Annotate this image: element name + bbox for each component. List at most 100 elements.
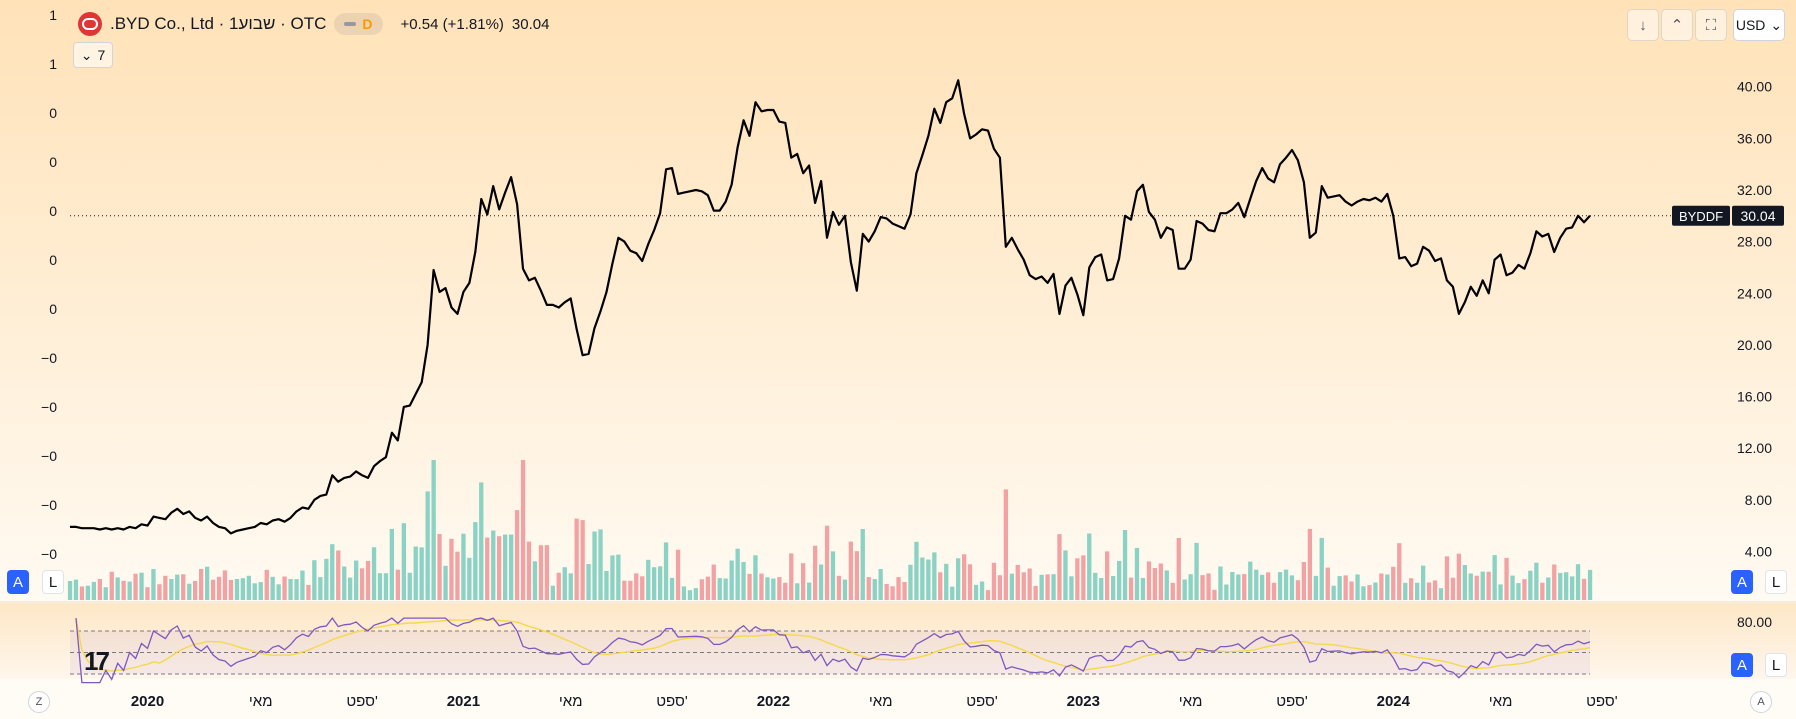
price-layer [70,79,1672,535]
left-scale-tick-label: 0 [49,252,57,268]
volume-bar [1111,576,1116,600]
indicators-toggle-button[interactable]: ⌄ 7 [73,42,113,68]
rsi-layer [70,616,1591,684]
volume-bar [747,573,752,600]
volume-bar [1307,528,1312,600]
right-auto-scale-button[interactable]: A [1731,570,1753,594]
volume-bar [1319,537,1324,600]
rsi-axis-tick-label: 80.00 [1737,614,1772,630]
left-scale-tick-label: 0 [49,203,57,219]
volume-bar [973,584,979,600]
arrow-down-icon: ↓ [1639,16,1647,34]
symbol-header[interactable]: .BYD Co., Ltd · 1שבוע · OTC D +0.54 (+1.… [78,10,549,38]
market-closed-icon [344,22,357,26]
symbol-title[interactable]: .BYD Co., Ltd · 1שבוע · OTC [110,14,327,33]
volume-bar [1212,589,1217,600]
left-scale-tick-label: −0 [41,497,57,513]
currency-select[interactable]: USD ⌄ [1733,9,1785,41]
volume-bar [723,578,728,600]
volume-bar [1480,571,1485,600]
volume-bar [628,580,633,600]
volume-bar [556,572,561,600]
volume-bar [1575,564,1581,600]
volume-bar [348,577,353,600]
volume-bar [1295,580,1301,600]
volume-bar [264,569,269,600]
volume-bar [1081,555,1086,600]
price-axis-tick-label: 8.00 [1745,492,1772,508]
left-scale-tick-label: −0 [41,399,57,415]
rsi-log-scale-button[interactable]: L [1765,653,1787,677]
scroll-down-button[interactable]: ↓ [1627,9,1659,41]
price-axis-tick-label: 40.00 [1737,79,1772,95]
left-auto-scale-button[interactable]: A [7,570,29,594]
market-status-badge[interactable]: D [334,13,383,35]
volume-bar [1158,563,1163,600]
collapse-button[interactable]: ⌃ [1661,9,1693,41]
volume-bar [884,584,889,600]
time-axis-tick-label: ספט' [346,693,378,710]
volume-layer [67,460,1593,600]
volume-bar [157,584,162,600]
price-axis-tick-label: 24.00 [1737,285,1772,301]
volume-bar [985,590,991,600]
volume-bar [580,520,585,600]
volume-bar [1409,578,1414,600]
volume-bar [443,565,448,600]
volume-bar [1516,583,1521,600]
volume-bar [258,582,263,600]
volume-bar [103,587,108,600]
volume-bar [896,577,901,600]
chevron-down-icon: ⌄ [80,46,93,63]
rsi-ma-line [75,617,1591,672]
volume-bar [240,578,245,600]
volume-bar [1170,582,1175,600]
right-log-scale-button[interactable]: L [1765,570,1787,594]
volume-bar [222,570,228,600]
volume-bar [1003,489,1008,600]
zoom-button[interactable]: Z [28,691,50,713]
volume-bar [1379,573,1384,600]
volume-bar [509,534,514,600]
volume-bar [193,581,198,600]
volume-bar [1260,574,1265,600]
volume-bar [1289,575,1295,600]
volume-bar [842,579,848,600]
rsi-auto-scale-button[interactable]: A [1731,653,1753,677]
left-log-scale-button[interactable]: L [42,570,64,594]
fullscreen-icon: ⛶ [1705,16,1717,34]
volume-bar [115,577,120,600]
volume-bar [91,581,96,600]
volume-bar [1027,568,1032,600]
volume-bar [1570,576,1575,600]
timezone-button[interactable]: A [1750,691,1772,713]
volume-bar [956,558,961,600]
volume-bar [395,569,400,600]
volume-bar [330,544,335,600]
volume-bar [1403,582,1408,600]
volume-bar [199,569,204,600]
collapse-icon: ⌃ [1670,17,1684,34]
volume-bar [479,482,484,600]
volume-bar [1313,575,1318,600]
volume-bar [652,567,657,600]
volume-bar [145,587,150,600]
volume-bar [1093,572,1098,600]
volume-bar [753,555,758,600]
time-axis-tick-label: מאי [869,693,893,710]
fullscreen-button[interactable]: ⛶ [1695,9,1727,41]
volume-bar [1546,577,1551,600]
volume-bar [1152,568,1157,600]
volume-bar [1230,572,1235,600]
volume-bar [938,572,943,600]
volume-bar [246,575,251,600]
volume-bar [878,569,883,600]
volume-bar [1140,578,1146,600]
volume-bar [1021,572,1026,600]
volume-bar [646,559,651,600]
volume-bar [455,551,460,600]
left-scale-tick-label: 1 [49,56,57,72]
time-axis-tick-label: מאי [1489,693,1513,710]
volume-bar [1581,578,1587,600]
